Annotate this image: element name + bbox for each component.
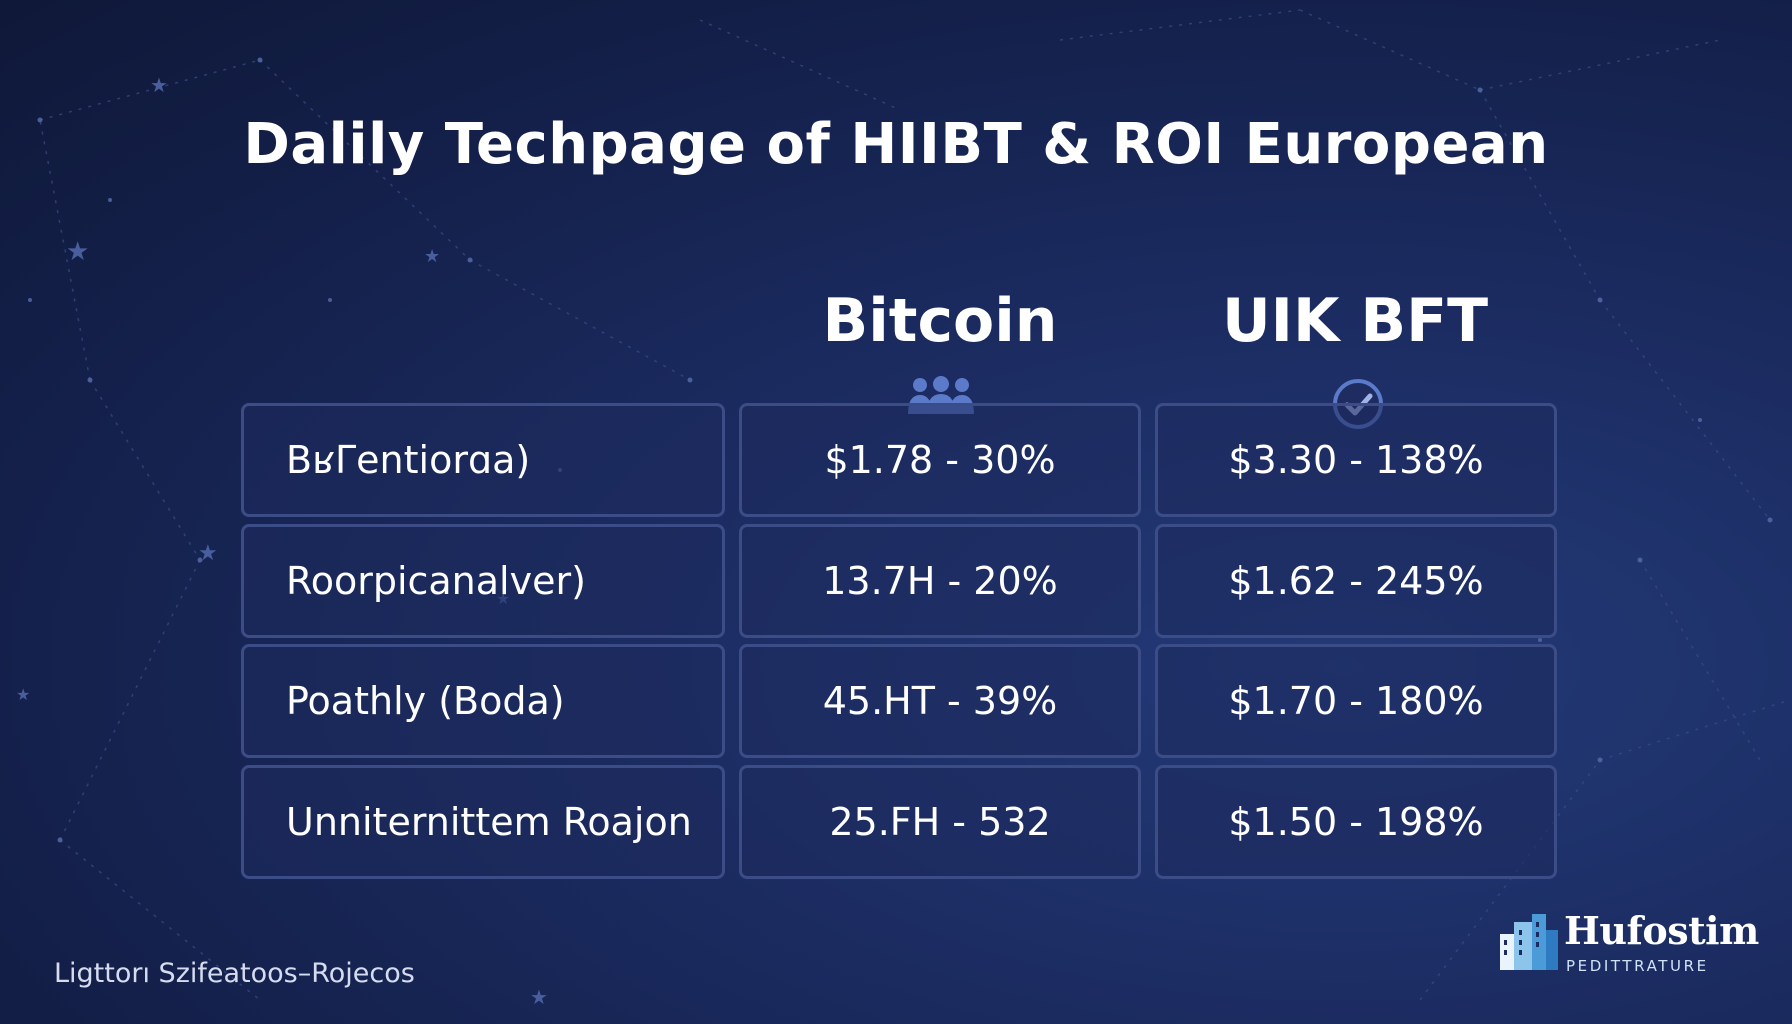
svg-text:★: ★ xyxy=(150,73,168,97)
uik-bft-value-cell: $1.70 - 180% xyxy=(1155,644,1557,758)
bitcoin-value-cell: 13.7H - 20% xyxy=(739,524,1141,638)
row-label: Poathly (Boda) xyxy=(241,644,725,758)
brand-logo: Hufostim PEDITTRATURE xyxy=(1498,908,1759,978)
row-label: Roorpicanalver) xyxy=(241,524,725,638)
column-header-bitcoin: Bitcoin xyxy=(822,286,1058,356)
svg-text:★: ★ xyxy=(66,237,89,267)
svg-text:★: ★ xyxy=(424,246,440,267)
uik-bft-value-cell: $3.30 - 138% xyxy=(1155,403,1557,517)
row-label: BʁΓentiorɑa) xyxy=(241,403,725,517)
svg-text:★: ★ xyxy=(530,985,548,1009)
footer-caption: Ligttorı Szifeatoos–Rojecos xyxy=(54,958,415,989)
row-label: Unniternittem Roajon xyxy=(241,765,725,879)
logo-name: Hufostim xyxy=(1564,908,1759,953)
uik-bft-value-cell: $1.62 - 245% xyxy=(1155,524,1557,638)
column-header-uik-bft: UIK BFT xyxy=(1221,286,1489,356)
page-title: Dalily Techpage of HIIBT & ROI European xyxy=(243,112,1549,177)
buildings-logo-icon xyxy=(1500,914,1558,970)
uik-bft-value-cell: $1.50 - 198% xyxy=(1155,765,1557,879)
bitcoin-value-cell: $1.78 - 30% xyxy=(739,403,1141,517)
svg-text:★: ★ xyxy=(198,541,218,566)
bitcoin-value-cell: 45.HT - 39% xyxy=(739,644,1141,758)
bitcoin-value-cell: 25.FH - 532 xyxy=(739,765,1141,879)
logo-subtitle: PEDITTRATURE xyxy=(1566,957,1709,975)
svg-text:★: ★ xyxy=(16,685,30,704)
